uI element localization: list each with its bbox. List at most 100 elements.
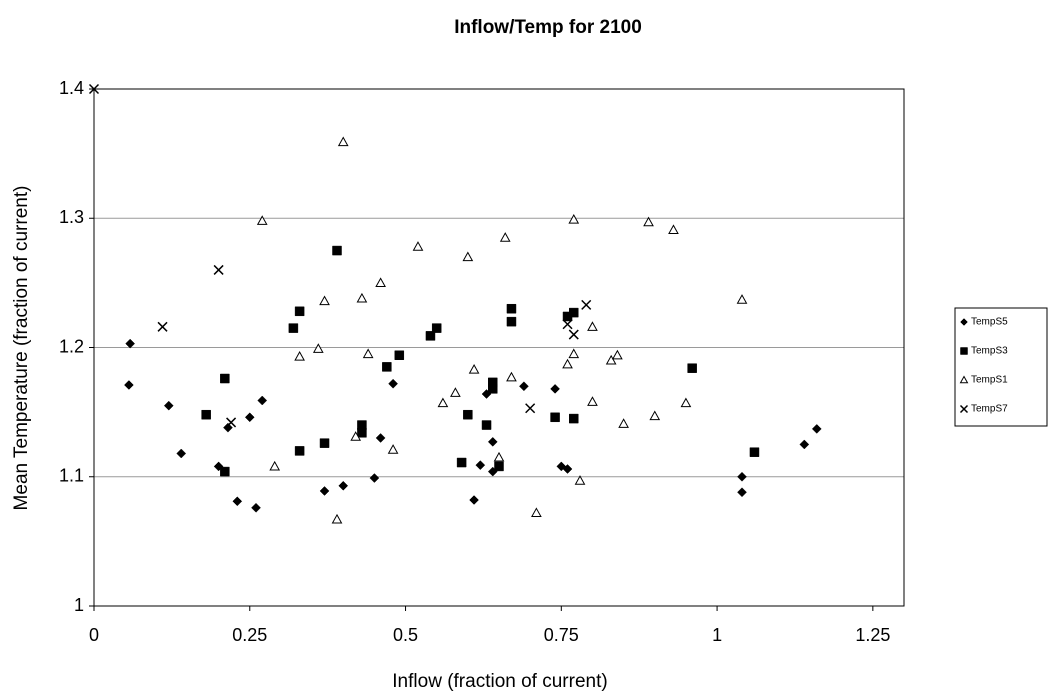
- data-point: [587, 396, 598, 406]
- data-point: [394, 350, 405, 361]
- data-point: [469, 495, 479, 505]
- legend-label: TempS7: [971, 404, 1008, 415]
- data-point: [618, 418, 629, 428]
- data-point: [357, 428, 367, 438]
- data-point: [294, 306, 305, 317]
- data-point: [362, 348, 374, 359]
- data-point: [562, 358, 573, 369]
- data-point: [338, 480, 349, 491]
- data-point: [569, 413, 579, 424]
- x-tick-label: 1: [712, 625, 722, 645]
- data-point: [88, 83, 100, 95]
- data-point: [220, 373, 230, 384]
- y-tick-label: 1.4: [59, 78, 84, 98]
- data-point: [450, 387, 461, 397]
- data-point: [562, 319, 573, 330]
- data-point: [269, 460, 281, 471]
- y-tick-label: 1: [74, 595, 84, 615]
- legend-label: TempS3: [971, 346, 1008, 357]
- data-point: [382, 362, 392, 372]
- legend-label: TempS5: [971, 317, 1008, 328]
- data-point: [244, 412, 255, 423]
- data-point: [257, 395, 268, 406]
- data-point: [232, 496, 243, 507]
- data-point: [799, 439, 810, 450]
- data-point: [387, 444, 399, 454]
- data-point: [256, 215, 268, 225]
- data-point: [176, 448, 187, 459]
- data-point: [463, 409, 473, 420]
- data-point: [749, 447, 760, 457]
- data-point: [568, 329, 579, 340]
- legend-marker: [959, 404, 969, 414]
- data-point: [220, 466, 230, 477]
- data-point: [487, 436, 498, 447]
- data-point: [506, 371, 517, 382]
- data-point: [350, 431, 362, 441]
- data-point: [687, 363, 697, 373]
- data-point: [550, 384, 560, 394]
- data-point: [213, 264, 224, 275]
- data-point: [736, 294, 748, 304]
- data-point: [519, 381, 529, 392]
- data-point: [331, 513, 343, 524]
- data-point: [226, 417, 237, 428]
- data-point: [294, 446, 305, 456]
- legend-marker: [960, 347, 968, 355]
- data-point: [369, 473, 380, 483]
- data-point: [562, 464, 573, 474]
- chart-title: Inflow/Temp for 2100: [454, 17, 642, 38]
- data-point: [587, 321, 598, 331]
- y-tick-label: 1.3: [59, 207, 84, 227]
- data-point: [125, 338, 135, 349]
- legend-box: [954, 307, 1048, 427]
- x-tick-label: 0.25: [232, 625, 267, 645]
- data-point: [494, 461, 504, 472]
- data-point: [201, 409, 211, 420]
- data-point: [481, 420, 492, 430]
- y-axis-title: Mean Temperature (fraction of current): [11, 186, 32, 511]
- data-point: [643, 216, 654, 227]
- data-point: [468, 363, 480, 374]
- data-point: [319, 486, 330, 496]
- data-point: [157, 321, 168, 332]
- legend-marker: [959, 375, 969, 384]
- data-point: [737, 487, 747, 498]
- data-point: [288, 323, 299, 333]
- data-point: [437, 397, 449, 408]
- data-point: [251, 502, 261, 513]
- data-point: [531, 507, 542, 518]
- data-point: [506, 316, 517, 327]
- x-tick-label: 0.75: [544, 625, 579, 645]
- data-point: [649, 410, 661, 421]
- data-point: [475, 460, 486, 470]
- data-point: [680, 397, 692, 408]
- data-point: [569, 307, 579, 318]
- plot-area: [93, 88, 905, 607]
- data-point: [493, 451, 505, 462]
- data-point: [612, 349, 623, 360]
- data-point: [312, 343, 324, 353]
- y-tick-label: 1.1: [59, 466, 84, 486]
- data-point: [550, 412, 560, 423]
- x-axis-title: Inflow (fraction of current): [392, 671, 607, 692]
- y-tick-label: 1.2: [59, 336, 84, 356]
- data-point: [488, 384, 498, 394]
- legend-marker: [960, 318, 968, 326]
- legend-label: TempS1: [971, 375, 1008, 386]
- x-tick-label: 1.25: [855, 625, 890, 645]
- data-point: [375, 277, 386, 287]
- data-point: [737, 471, 747, 482]
- data-point: [319, 295, 330, 306]
- data-point: [319, 438, 330, 448]
- data-point: [462, 251, 474, 262]
- data-point: [456, 457, 467, 468]
- data-point: [388, 378, 398, 389]
- x-tick-label: 0.5: [393, 625, 418, 645]
- data-point: [332, 245, 342, 256]
- data-point: [431, 323, 442, 333]
- data-point: [525, 403, 536, 414]
- data-point: [163, 400, 174, 411]
- data-point: [568, 214, 580, 224]
